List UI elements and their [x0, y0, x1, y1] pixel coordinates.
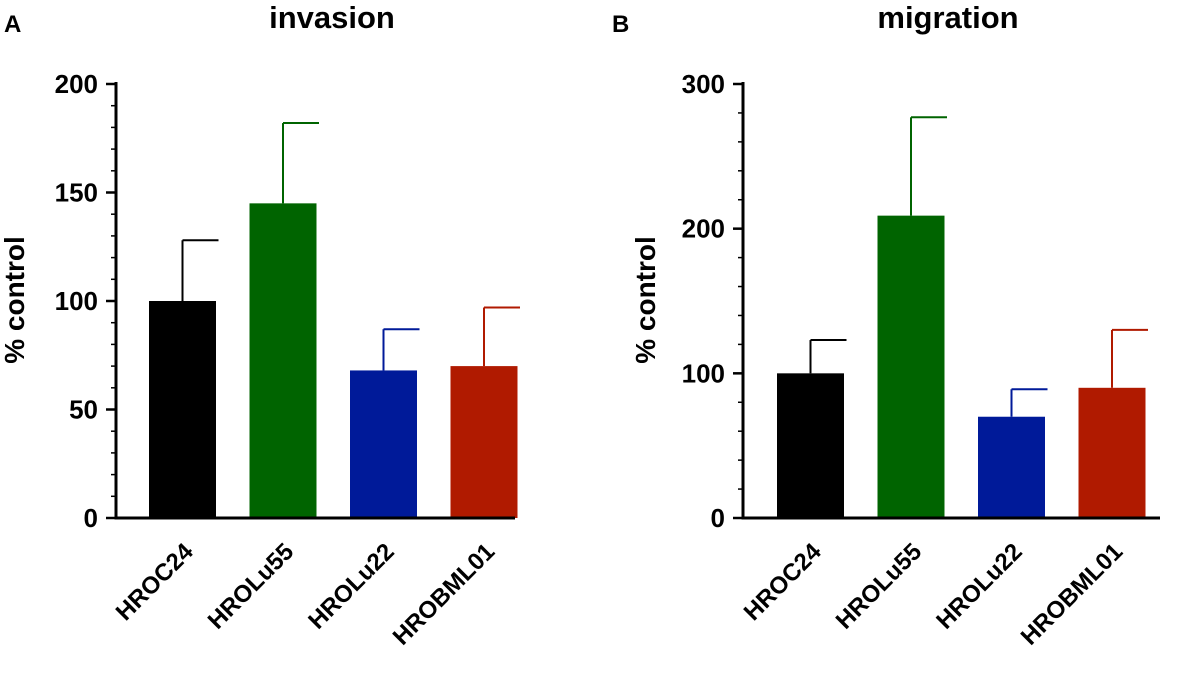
panel-letter-b: B [612, 11, 629, 38]
chart-title-a: invasion [269, 0, 395, 35]
category-label-b-2: HROLu22 [931, 538, 1027, 634]
category-label-a-3: HROBML01 [388, 538, 500, 650]
bar-b-0 [777, 373, 844, 518]
y-tick-label-a-4: 200 [55, 69, 98, 99]
category-label-a-0: HROC24 [111, 538, 199, 626]
y-tick-label-a-1: 50 [69, 395, 98, 425]
y-tick-label-b-3: 300 [682, 69, 725, 99]
bar-b-2 [978, 416, 1045, 518]
chart-panel-a: A invasion % control HROC24 HROLu55 HROLu2… [0, 0, 520, 651]
category-label-b-1: HROLu55 [831, 538, 927, 634]
bar-a-2 [350, 370, 417, 518]
bar-b-3 [1078, 387, 1146, 518]
y-axis-label-a: % control [0, 236, 30, 364]
category-label-b-0: HROC24 [739, 538, 827, 626]
chart-panel-b: B migration % control HROC24 HROLu55 HROLu… [612, 0, 1160, 651]
bar-b-1 [877, 215, 945, 518]
category-label-a-1: HROLu55 [203, 538, 299, 634]
y-tick-label-b-1: 100 [682, 358, 725, 388]
y-tick-label-b-2: 200 [682, 214, 725, 244]
bar-a-1 [249, 203, 317, 518]
y-tick-label-a-2: 100 [55, 286, 98, 316]
y-tick-label-a-0: 0 [84, 503, 98, 533]
bar-a-3 [450, 366, 518, 518]
chart-title-b: migration [877, 0, 1018, 35]
y-tick-label-a-3: 150 [55, 178, 98, 208]
category-label-b-3: HROBML01 [1016, 538, 1128, 650]
y-axis-label-b: % control [630, 236, 661, 364]
bar-a-0 [149, 301, 216, 518]
category-label-a-2: HROLu22 [303, 538, 399, 634]
y-tick-label-b-0: 0 [711, 503, 725, 533]
panel-letter-a: A [4, 11, 21, 38]
